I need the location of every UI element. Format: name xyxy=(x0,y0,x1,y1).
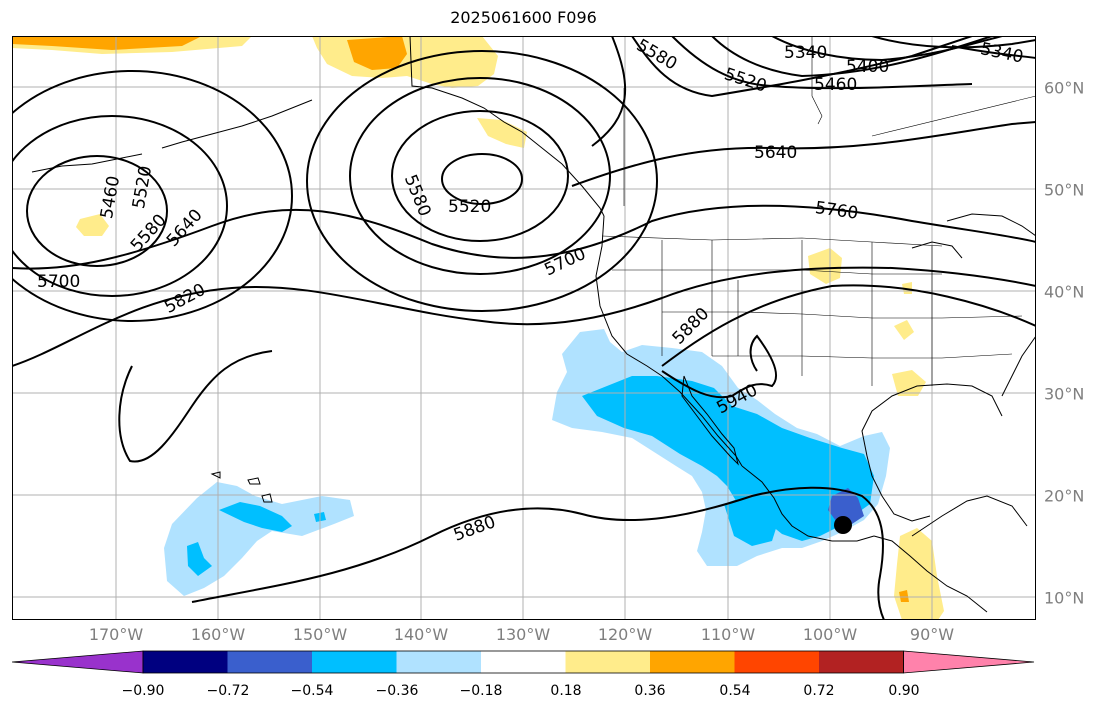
lat-label: 30°N xyxy=(1044,384,1085,404)
height-contours xyxy=(12,36,1036,620)
lon-label: 160°W xyxy=(190,625,246,644)
colorbar-tick: 0.18 xyxy=(550,683,582,699)
colorbar-segment xyxy=(143,651,228,673)
colorbar-segment xyxy=(481,651,566,673)
shade-orange-nw xyxy=(12,36,202,50)
lon-label: 150°W xyxy=(292,625,348,644)
contour-label: 5700 xyxy=(37,272,80,292)
contour-label: 5520 xyxy=(448,197,491,217)
colorbar-tick: 0.90 xyxy=(888,683,920,699)
lat-label: 60°N xyxy=(1044,78,1085,98)
colorbar-segment xyxy=(565,651,651,673)
colorbar-segment xyxy=(734,651,820,673)
shade-yellow-2 xyxy=(892,370,926,396)
coastlines xyxy=(31,36,1036,613)
colorbar-tick: −0.90 xyxy=(121,683,165,699)
colorbar-tick: 0.72 xyxy=(803,683,835,699)
shade-darkblue xyxy=(828,488,864,524)
colorbar-tick: −0.72 xyxy=(206,683,250,699)
shade-blue-hawaii2 xyxy=(187,542,212,576)
shade-blue-baja xyxy=(724,498,778,546)
colorbar-segment xyxy=(227,651,313,673)
colorbar-tick: −0.18 xyxy=(459,683,503,699)
colorbar-tick: −0.54 xyxy=(290,683,334,699)
shade-lightblue-hawaii xyxy=(164,482,354,596)
map-title: 2025061600 F096 xyxy=(450,8,597,27)
colorbar xyxy=(12,650,1035,674)
lon-label: 140°W xyxy=(393,625,449,644)
lon-label: 170°W xyxy=(88,625,144,644)
colorbar-segment xyxy=(312,651,397,673)
colorbar-outline xyxy=(142,650,904,674)
graticule xyxy=(12,36,1036,620)
lon-label: 120°W xyxy=(597,625,653,644)
shade-orange-ca xyxy=(899,590,909,602)
lat-label: 10°N xyxy=(1044,588,1085,608)
shade-yellow-bc xyxy=(477,118,527,148)
contour-label: 5340 xyxy=(784,43,827,63)
lat-label: 40°N xyxy=(1044,282,1085,302)
lon-label: 110°W xyxy=(700,625,756,644)
shade-yellow-plains xyxy=(808,248,842,284)
colorbar-extend-min xyxy=(12,650,144,674)
shade-orange-alaska xyxy=(347,36,407,70)
shade-yellow-1 xyxy=(894,320,914,340)
map-border xyxy=(12,36,1036,620)
lat-label: 50°N xyxy=(1044,180,1085,200)
colorbar-segment xyxy=(396,651,482,673)
lon-label: 90°W xyxy=(909,625,955,644)
colorbar-tick: 0.54 xyxy=(719,683,751,699)
colorbar-segment xyxy=(819,651,904,673)
colorbar-segment xyxy=(650,651,735,673)
contour-label: 5460 xyxy=(814,75,857,95)
storm-marker xyxy=(834,516,852,534)
colorbar-tick: 0.36 xyxy=(634,683,666,699)
map-panel: 5340 5340 5400 5460 5520 5580 5640 5760 … xyxy=(12,36,1036,620)
lat-label: 20°N xyxy=(1044,486,1085,506)
colorbar-tick: −0.36 xyxy=(375,683,419,699)
lon-label: 130°W xyxy=(495,625,551,644)
colorbar-extend-max xyxy=(903,650,1035,674)
contour-label: 5400 xyxy=(846,57,889,77)
shade-yellow-w xyxy=(76,214,109,236)
shade-blue-hawaii1 xyxy=(219,502,292,532)
contour-label: 5640 xyxy=(754,143,797,163)
lon-label: 100°W xyxy=(802,625,858,644)
